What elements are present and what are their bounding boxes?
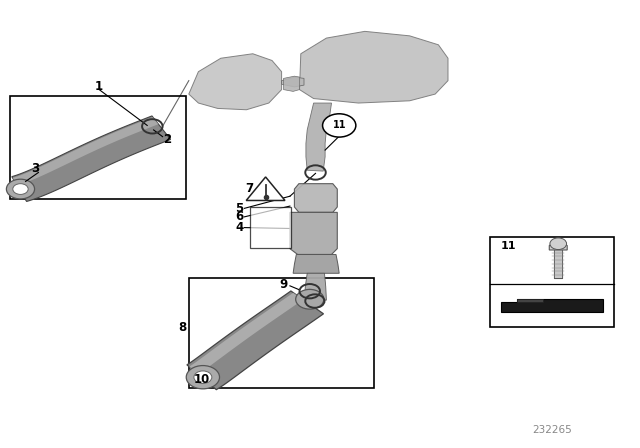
Text: 6: 6 (235, 210, 243, 224)
Bar (10, 96, 186, 199)
Polygon shape (189, 54, 282, 110)
Polygon shape (282, 77, 304, 87)
Circle shape (323, 114, 356, 137)
Polygon shape (246, 177, 285, 201)
Polygon shape (306, 103, 332, 171)
Polygon shape (284, 76, 300, 91)
Text: 10: 10 (193, 373, 210, 386)
Polygon shape (189, 293, 303, 374)
Polygon shape (305, 273, 326, 300)
Polygon shape (13, 117, 159, 185)
Polygon shape (501, 298, 603, 312)
Polygon shape (517, 298, 543, 302)
Text: 7: 7 (246, 181, 253, 195)
Bar (250, 207, 291, 248)
Circle shape (13, 184, 28, 194)
Bar (490, 237, 614, 327)
Text: 232265: 232265 (532, 425, 572, 435)
Text: 4: 4 (235, 221, 243, 234)
Text: 2: 2 (163, 133, 172, 146)
Polygon shape (293, 254, 339, 273)
Polygon shape (549, 241, 567, 250)
Polygon shape (290, 212, 337, 254)
Text: 3: 3 (31, 161, 39, 175)
Text: 11: 11 (501, 241, 516, 251)
Circle shape (550, 238, 566, 250)
Circle shape (6, 179, 35, 199)
Circle shape (296, 289, 324, 309)
Polygon shape (294, 184, 337, 212)
Polygon shape (187, 291, 323, 390)
Text: 11: 11 (332, 121, 346, 130)
Bar (189, 278, 374, 388)
Text: 1: 1 (95, 79, 103, 93)
Circle shape (186, 366, 220, 389)
Text: 9: 9 (280, 278, 288, 291)
Text: 8: 8 (179, 321, 187, 335)
Polygon shape (12, 116, 171, 202)
Circle shape (194, 371, 212, 383)
Polygon shape (300, 31, 448, 103)
Text: 5: 5 (235, 202, 243, 215)
